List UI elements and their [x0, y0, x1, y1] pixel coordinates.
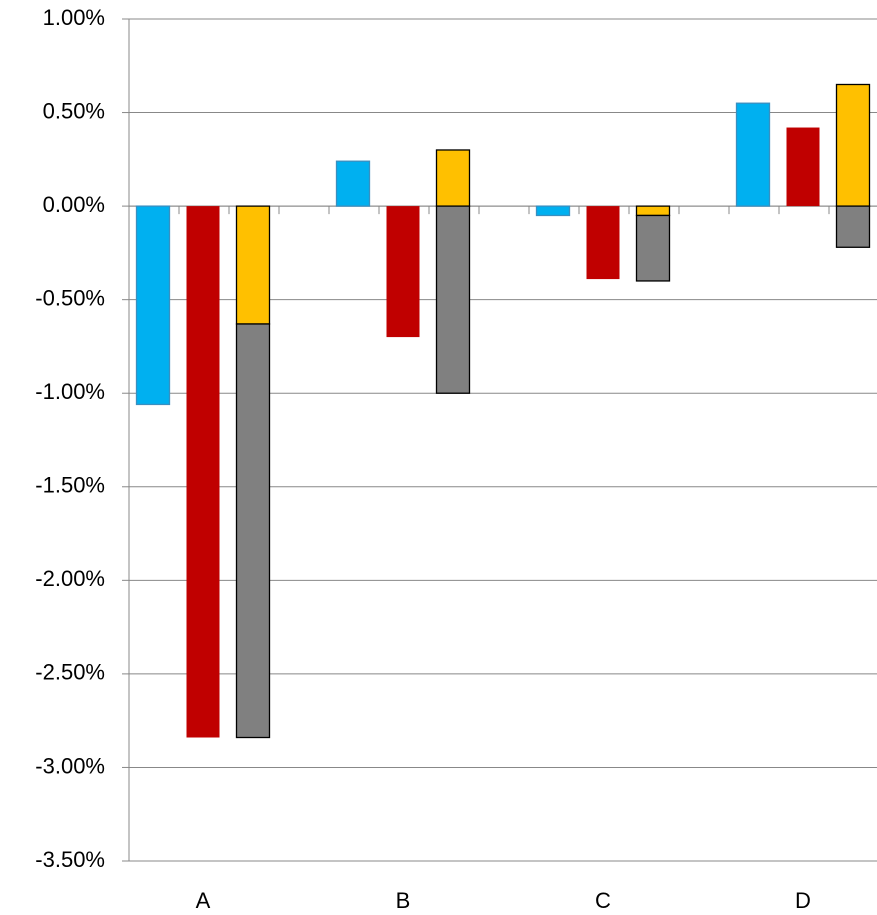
bar [435, 205, 471, 394]
bar [835, 205, 871, 248]
bar [235, 205, 271, 325]
bar [786, 127, 820, 207]
y-tick-label: -3.50% [35, 847, 105, 872]
y-tick-label: -3.00% [35, 753, 105, 778]
bar [586, 206, 620, 280]
y-tick-label: -1.50% [35, 473, 105, 498]
y-tick-label: -2.00% [35, 566, 105, 591]
y-tick-label: -0.50% [35, 285, 105, 310]
y-tick-label: 0.50% [43, 98, 105, 123]
y-tick-label: 1.00% [43, 5, 105, 30]
bar [435, 149, 471, 207]
bar [235, 323, 271, 739]
bar [835, 83, 871, 207]
x-tick-label: A [196, 888, 211, 913]
bar [186, 206, 220, 738]
x-tick-label: C [595, 888, 611, 913]
bar [635, 205, 671, 217]
bar [735, 102, 771, 207]
y-tick-label: 0.00% [43, 192, 105, 217]
x-tick-label: D [795, 888, 811, 913]
bar [386, 206, 420, 338]
y-tick-label: -2.50% [35, 660, 105, 685]
bar [535, 205, 571, 217]
bar [335, 160, 371, 207]
bar [135, 205, 171, 406]
bar [635, 214, 671, 282]
x-tick-label: B [396, 888, 411, 913]
y-tick-label: -1.00% [35, 379, 105, 404]
